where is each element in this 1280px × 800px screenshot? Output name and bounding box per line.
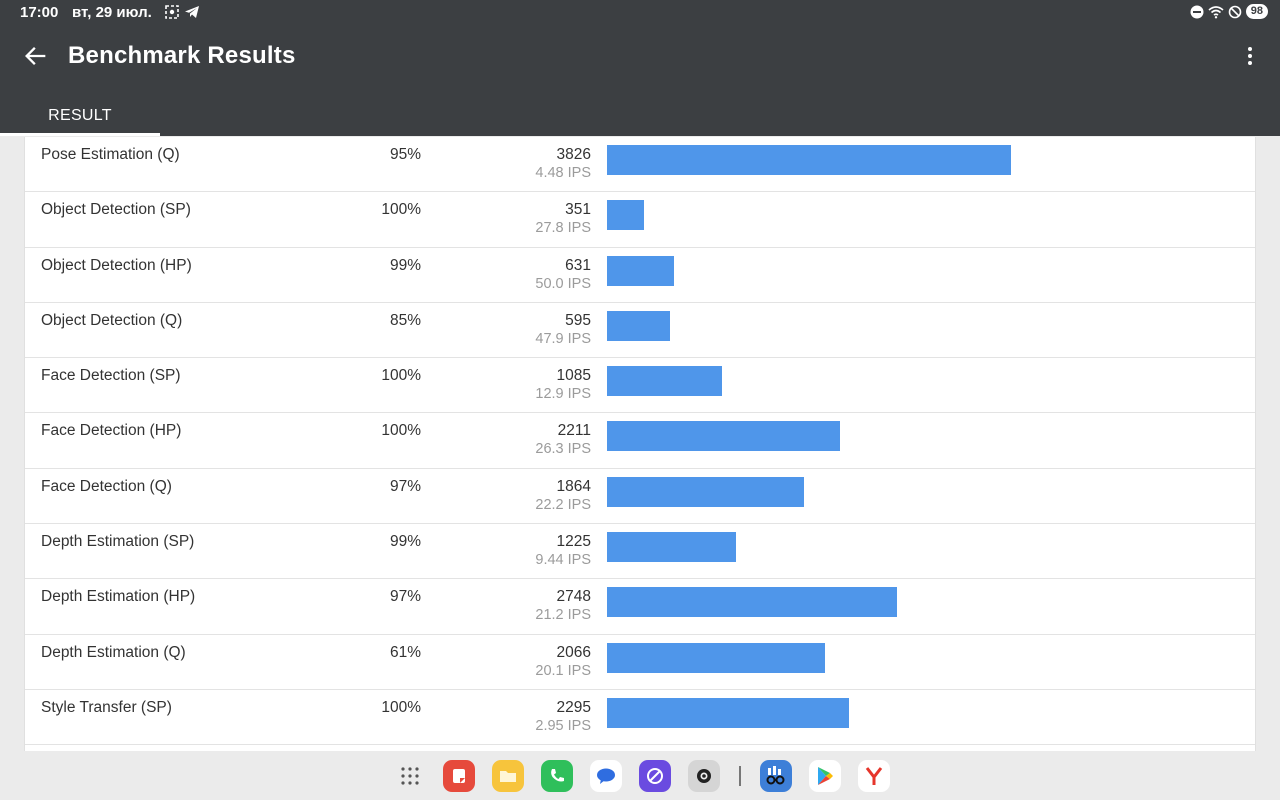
result-name: Face Detection (SP) <box>41 367 181 385</box>
result-score: 1864 <box>556 477 591 495</box>
result-score: 2295 <box>556 698 591 716</box>
result-name: Object Detection (SP) <box>41 201 191 219</box>
dock-divider <box>739 766 741 786</box>
result-row: Face Detection (Q) 97% 1864 22.2 IPS <box>25 469 1255 525</box>
result-score-bar <box>607 310 670 341</box>
yandex-browser-icon[interactable] <box>858 760 890 792</box>
result-ips: 12.9 IPS <box>535 386 591 403</box>
result-name: Depth Estimation (HP) <box>41 588 196 606</box>
more-options-icon[interactable] <box>1238 44 1262 68</box>
browser-app-icon[interactable] <box>639 760 671 792</box>
result-score-bar <box>607 421 840 452</box>
result-score: 2211 <box>557 422 591 440</box>
battery-level: 98 <box>1245 4 1268 19</box>
telegram-notification-icon <box>185 6 199 18</box>
result-accuracy: 85% <box>389 311 421 329</box>
camera-app-icon[interactable] <box>688 760 720 792</box>
result-score: 1225 <box>556 533 591 551</box>
back-arrow-icon[interactable] <box>22 42 50 70</box>
tab-indicator <box>0 133 160 136</box>
result-accuracy: 99% <box>389 533 421 551</box>
result-score: 631 <box>565 256 591 274</box>
result-row: Face Detection (SP) 100% 1085 12.9 IPS <box>25 358 1255 414</box>
result-accuracy: 95% <box>389 146 421 163</box>
result-accuracy: 97% <box>389 477 421 495</box>
notes-app-icon[interactable] <box>443 760 475 792</box>
app-grid-icon[interactable] <box>394 760 426 792</box>
result-row: Object Detection (HP) 99% 631 50.0 IPS <box>25 248 1255 303</box>
result-name: Depth Estimation (Q) <box>41 643 186 661</box>
result-accuracy: 100% <box>381 698 421 716</box>
result-score-bar <box>607 697 849 728</box>
result-name: Object Detection (HP) <box>41 256 192 274</box>
result-score: 595 <box>565 311 591 329</box>
blocked-icon <box>1228 5 1242 18</box>
result-ips: 50.0 IPS <box>535 275 591 292</box>
phone-app-icon[interactable] <box>541 760 573 792</box>
result-accuracy: 100% <box>381 201 421 219</box>
page-title: Benchmark Results <box>68 42 296 69</box>
result-row: Style Transfer (SP) 100% 2295 2.95 IPS <box>25 690 1255 746</box>
result-score: 2066 <box>556 643 591 661</box>
result-score-bar <box>607 255 674 286</box>
files-app-icon[interactable] <box>492 760 524 792</box>
result-name: Face Detection (Q) <box>41 477 172 495</box>
result-accuracy: 100% <box>381 367 421 385</box>
result-name: Object Detection (Q) <box>41 311 183 329</box>
tab-result-label: RESULT <box>48 107 112 124</box>
messages-app-icon[interactable] <box>590 760 622 792</box>
result-row: Depth Estimation (HP) 97% 2748 21.2 IPS <box>25 579 1255 635</box>
result-ips: 21.2 IPS <box>535 607 591 624</box>
status-right-icons: 98 <box>1190 4 1268 19</box>
tab-result[interactable]: RESULT <box>0 100 160 136</box>
result-score-bar <box>607 587 897 618</box>
result-score: 351 <box>565 201 591 219</box>
notification-icons <box>164 4 200 20</box>
result-score-bar <box>607 145 1011 175</box>
result-score-bar <box>607 476 804 507</box>
result-row: Depth Estimation (SP) 99% 1225 9.44 IPS <box>25 524 1255 580</box>
result-ips: 26.3 IPS <box>535 441 591 458</box>
result-score-bar <box>607 366 722 397</box>
status-date: вт, 29 июл. <box>72 4 152 21</box>
result-ips: 20.1 IPS <box>535 662 591 679</box>
result-ips: 27.8 IPS <box>535 220 591 237</box>
result-accuracy: 97% <box>389 588 421 606</box>
result-name: Pose Estimation (Q) <box>41 146 180 163</box>
do-not-disturb-icon <box>1190 5 1204 18</box>
result-row: Object Detection (SP) 100% 351 27.8 IPS <box>25 192 1255 248</box>
result-ips: 47.9 IPS <box>535 330 591 347</box>
result-row: Depth Estimation (Q) 61% 2066 20.1 IPS <box>25 635 1255 690</box>
app-bar: Benchmark Results RESULT <box>0 26 1280 136</box>
result-row: Object Detection (Q) 85% 595 47.9 IPS <box>25 303 1255 359</box>
result-row: Face Detection (HP) 100% 2211 26.3 IPS <box>25 413 1255 469</box>
result-ips: 22.2 IPS <box>535 496 591 513</box>
result-row: Pose Estimation (Q) 95% 3826 4.48 IPS <box>25 137 1255 193</box>
screenshot-notification-icon <box>165 5 179 19</box>
result-accuracy: 100% <box>381 422 421 440</box>
result-accuracy: 61% <box>389 643 421 661</box>
result-score-bar <box>607 642 825 673</box>
result-score: 1085 <box>556 367 591 385</box>
wifi-icon <box>1208 5 1224 18</box>
play-store-icon[interactable] <box>809 760 841 792</box>
results-list[interactable]: Pose Estimation (Q) 95% 3826 4.48 IPS Object… <box>24 137 1256 751</box>
result-score-bar <box>607 532 736 563</box>
result-score-bar <box>607 200 644 231</box>
result-name: Face Detection (HP) <box>41 422 182 440</box>
geekbench-app-icon[interactable] <box>760 760 792 792</box>
result-ips: 2.95 IPS <box>535 717 591 734</box>
status-time: 17:00 <box>20 4 59 21</box>
result-name: Style Transfer (SP) <box>41 698 172 716</box>
status-bar: 17:00 вт, 29 июл. 98 <box>0 0 1280 26</box>
result-ips: 9.44 IPS <box>535 552 591 569</box>
taskbar-dock <box>0 752 1280 800</box>
result-accuracy: 99% <box>389 256 421 274</box>
result-score: 2748 <box>556 588 591 606</box>
result-score: 3826 <box>556 146 591 163</box>
result-ips: 4.48 IPS <box>535 165 591 181</box>
result-name: Depth Estimation (SP) <box>41 533 195 551</box>
